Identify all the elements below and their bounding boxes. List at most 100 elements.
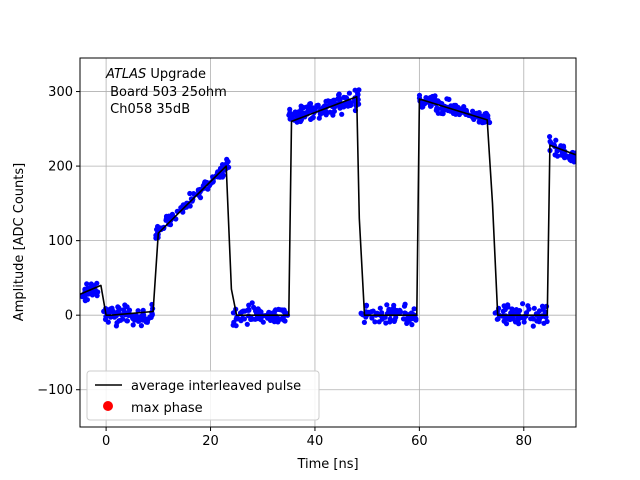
y-tick-label: 0 [65,309,73,324]
sample-point [271,319,277,325]
sample-point [384,302,390,308]
plot-background [80,58,576,427]
sample-point [505,304,511,310]
sample-point [558,143,564,149]
sample-point [301,104,307,111]
sample-point [431,95,437,101]
sample-point [84,281,90,287]
sample-point [390,305,397,311]
sample-point [260,319,266,325]
sample-point [427,103,434,109]
annotation-line-2: Board 503 25ohm [106,85,227,100]
sample-point [241,316,247,322]
sample-point [309,115,315,121]
x-tick-label: 0 [102,434,110,449]
annotation-line-1: ATLAS Upgrade [105,67,206,82]
sample-point [453,102,459,108]
sample-point [471,116,477,122]
sample-point [571,155,576,161]
sample-point [369,315,375,321]
sample-point [509,310,515,316]
sample-point [495,316,501,322]
y-tick-label: 300 [48,85,73,100]
sample-point [307,101,313,107]
annotation-line-3: Ch058 35dB [106,102,190,117]
x-tick-label: 80 [516,434,533,449]
sample-point [386,307,392,313]
sample-point [148,314,154,320]
sample-point [561,155,568,161]
sample-point [530,323,536,329]
sample-point [358,311,364,317]
sample-point [187,203,193,209]
annotation-upgrade: Upgrade [146,67,206,82]
x-axis-label: Time [ns] [296,457,358,472]
sample-point [230,310,236,316]
sample-point [237,310,244,316]
sample-point [521,315,527,321]
sample-point [224,156,230,162]
sample-point [439,105,445,112]
sample-point [376,319,382,325]
sample-point [94,280,100,286]
sample-point [370,308,376,314]
sample-point [400,316,407,322]
sample-point [115,304,121,310]
sample-point [255,306,261,312]
sample-point [453,111,459,117]
legend-max-phase-marker [103,401,113,411]
y-tick-label: 100 [48,234,73,249]
sample-point [544,318,550,325]
annotation-atlas: ATLAS [105,67,146,82]
sample-point [113,323,119,329]
sample-point [287,116,293,122]
sample-point [530,316,537,322]
sample-point [521,319,527,325]
sample-point [346,90,352,96]
plot-frame [79,57,577,428]
sample-point [326,99,332,105]
y-tick-label: −100 [37,383,73,398]
sample-point [279,307,285,313]
sample-point [456,111,462,118]
sample-point [402,310,408,316]
sample-point [339,111,345,117]
sample-point [411,306,417,312]
sample-point [88,281,94,287]
sample-point [470,108,476,114]
average-pulse-line-layer [80,96,576,316]
sample-point [363,302,370,308]
legend-average-label: average interleaved pulse [131,379,301,394]
sample-point [500,308,506,314]
sample-point [356,87,362,93]
sample-point [547,134,553,140]
sample-point [291,111,297,117]
sample-point [361,319,367,325]
average-pulse-line [80,96,576,316]
sample-point [372,319,378,325]
sample-point [485,113,491,119]
sample-point [520,301,526,307]
sample-point [223,161,230,167]
legend: average interleaved pulse max phase [86,370,320,421]
x-tick-label: 40 [307,434,324,449]
sample-point [135,318,141,324]
sample-point [567,156,573,162]
sample-point [115,309,121,315]
legend-max-phase-label: max phase [131,401,203,416]
sample-point [552,152,558,158]
sample-point [107,306,113,312]
sample-point [402,301,408,307]
y-axis-label: Amplitude [ADC Counts] [12,163,27,321]
sample-point [244,321,250,327]
sample-point [89,292,95,298]
sample-point [191,191,197,197]
sample-point [244,307,251,313]
sample-point [308,106,314,112]
sample-point [321,103,328,109]
sample-point [571,159,576,165]
sample-point [516,321,522,327]
sample-point [427,95,433,101]
sample-point [525,303,531,309]
